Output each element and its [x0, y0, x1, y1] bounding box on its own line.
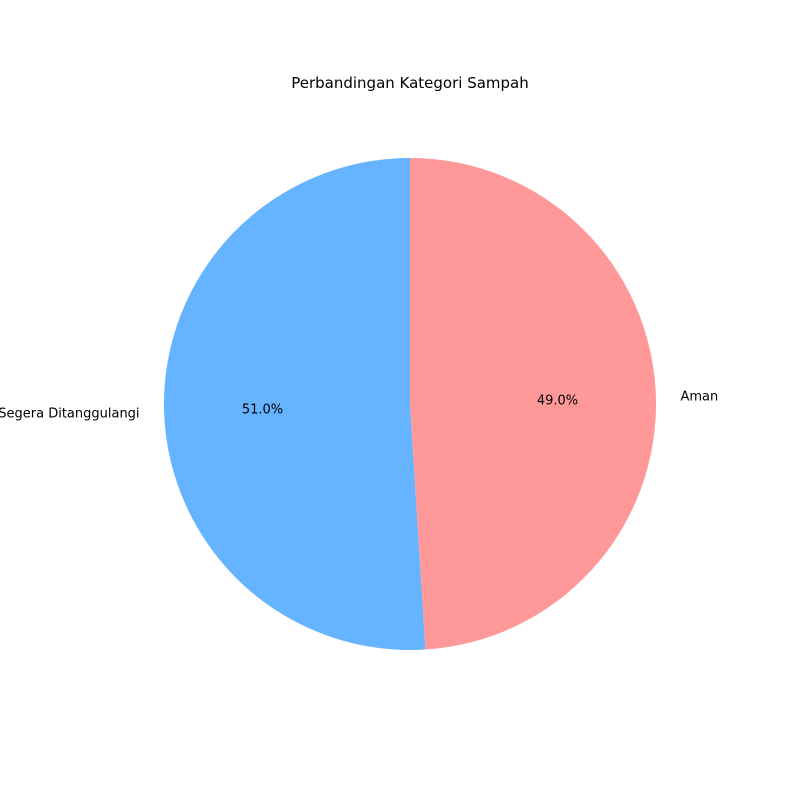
slice-percent-1: 51.0% [242, 403, 283, 418]
slice-label-1: Segera Ditanggulangi [0, 406, 140, 421]
slice-percent-2: 49.0% [537, 393, 578, 408]
pie-slices [163, 157, 656, 651]
pie-labels: Segera Ditanggulangi 51.0% Aman 49.0% [0, 390, 718, 422]
pie-slice-2 [410, 158, 656, 650]
chart-title: Perbandingan Kategori Sampah [291, 74, 529, 92]
slice-label-2: Aman [680, 390, 718, 405]
pie-slice-1 [163, 157, 426, 651]
